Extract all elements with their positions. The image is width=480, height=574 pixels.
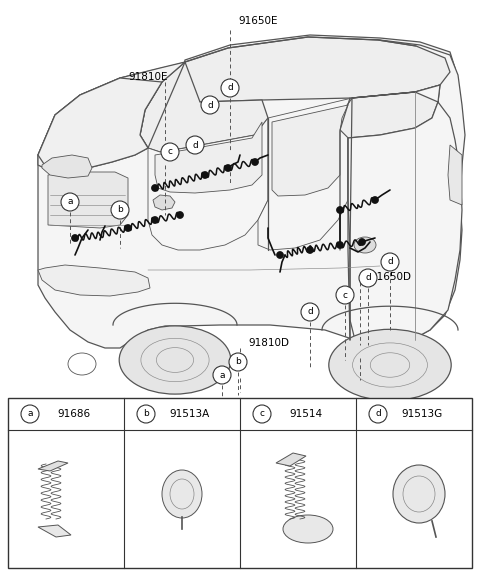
Circle shape xyxy=(61,193,79,211)
Bar xyxy=(8,398,472,568)
Circle shape xyxy=(229,353,247,371)
Circle shape xyxy=(252,158,259,165)
Polygon shape xyxy=(148,118,268,250)
Polygon shape xyxy=(153,195,175,210)
Text: a: a xyxy=(27,409,33,418)
Circle shape xyxy=(359,239,365,246)
Text: a: a xyxy=(67,197,73,207)
Polygon shape xyxy=(340,85,440,138)
Circle shape xyxy=(221,79,239,97)
Circle shape xyxy=(201,96,219,114)
Circle shape xyxy=(177,211,183,219)
Polygon shape xyxy=(448,145,462,205)
Ellipse shape xyxy=(354,237,376,253)
Circle shape xyxy=(225,165,231,172)
Text: a: a xyxy=(219,370,225,379)
Circle shape xyxy=(161,143,179,161)
Circle shape xyxy=(152,184,158,192)
Polygon shape xyxy=(276,453,306,466)
Ellipse shape xyxy=(393,465,445,523)
Text: c: c xyxy=(168,148,172,157)
Text: 91810D: 91810D xyxy=(248,338,289,348)
Polygon shape xyxy=(38,38,465,348)
Circle shape xyxy=(276,251,284,258)
Text: d: d xyxy=(365,273,371,282)
Ellipse shape xyxy=(283,515,333,543)
Text: d: d xyxy=(375,409,381,418)
Polygon shape xyxy=(38,78,162,172)
Text: d: d xyxy=(192,141,198,149)
Polygon shape xyxy=(155,122,262,193)
Text: b: b xyxy=(143,409,149,418)
Text: 91686: 91686 xyxy=(58,409,91,419)
Circle shape xyxy=(336,242,344,249)
Text: 91650E: 91650E xyxy=(238,16,277,26)
Circle shape xyxy=(307,246,313,254)
Text: c: c xyxy=(260,409,264,418)
Ellipse shape xyxy=(119,326,231,394)
Circle shape xyxy=(369,405,387,423)
Circle shape xyxy=(253,405,271,423)
Polygon shape xyxy=(258,98,352,250)
Text: b: b xyxy=(117,205,123,215)
Text: 91513A: 91513A xyxy=(170,409,210,419)
Polygon shape xyxy=(272,105,348,196)
Text: d: d xyxy=(227,83,233,92)
Polygon shape xyxy=(182,37,450,102)
Circle shape xyxy=(72,235,79,242)
Circle shape xyxy=(381,253,399,271)
Circle shape xyxy=(178,528,186,536)
Text: 91810E: 91810E xyxy=(128,72,168,82)
Circle shape xyxy=(336,207,344,214)
Ellipse shape xyxy=(162,470,202,518)
Circle shape xyxy=(301,303,319,321)
Circle shape xyxy=(336,286,354,304)
Ellipse shape xyxy=(329,329,451,401)
Text: d: d xyxy=(207,100,213,110)
Polygon shape xyxy=(38,62,185,172)
Text: 91514: 91514 xyxy=(289,409,323,419)
Text: d: d xyxy=(307,308,313,316)
Polygon shape xyxy=(180,35,455,100)
Circle shape xyxy=(213,366,231,384)
Circle shape xyxy=(372,196,379,204)
Text: d: d xyxy=(387,258,393,266)
Circle shape xyxy=(202,172,208,179)
Circle shape xyxy=(111,201,129,219)
Circle shape xyxy=(21,405,39,423)
Circle shape xyxy=(137,405,155,423)
Polygon shape xyxy=(38,461,68,471)
Circle shape xyxy=(124,224,132,231)
Polygon shape xyxy=(48,172,128,228)
Text: b: b xyxy=(235,358,241,367)
Text: 91513G: 91513G xyxy=(401,409,443,419)
Circle shape xyxy=(434,537,442,545)
Polygon shape xyxy=(348,85,462,348)
Circle shape xyxy=(186,136,204,154)
Polygon shape xyxy=(38,525,71,537)
Polygon shape xyxy=(38,265,150,296)
Polygon shape xyxy=(42,155,92,178)
Circle shape xyxy=(359,269,377,287)
Circle shape xyxy=(152,216,158,223)
Text: c: c xyxy=(343,290,348,300)
Polygon shape xyxy=(140,62,268,152)
Text: 91650D: 91650D xyxy=(370,272,411,282)
